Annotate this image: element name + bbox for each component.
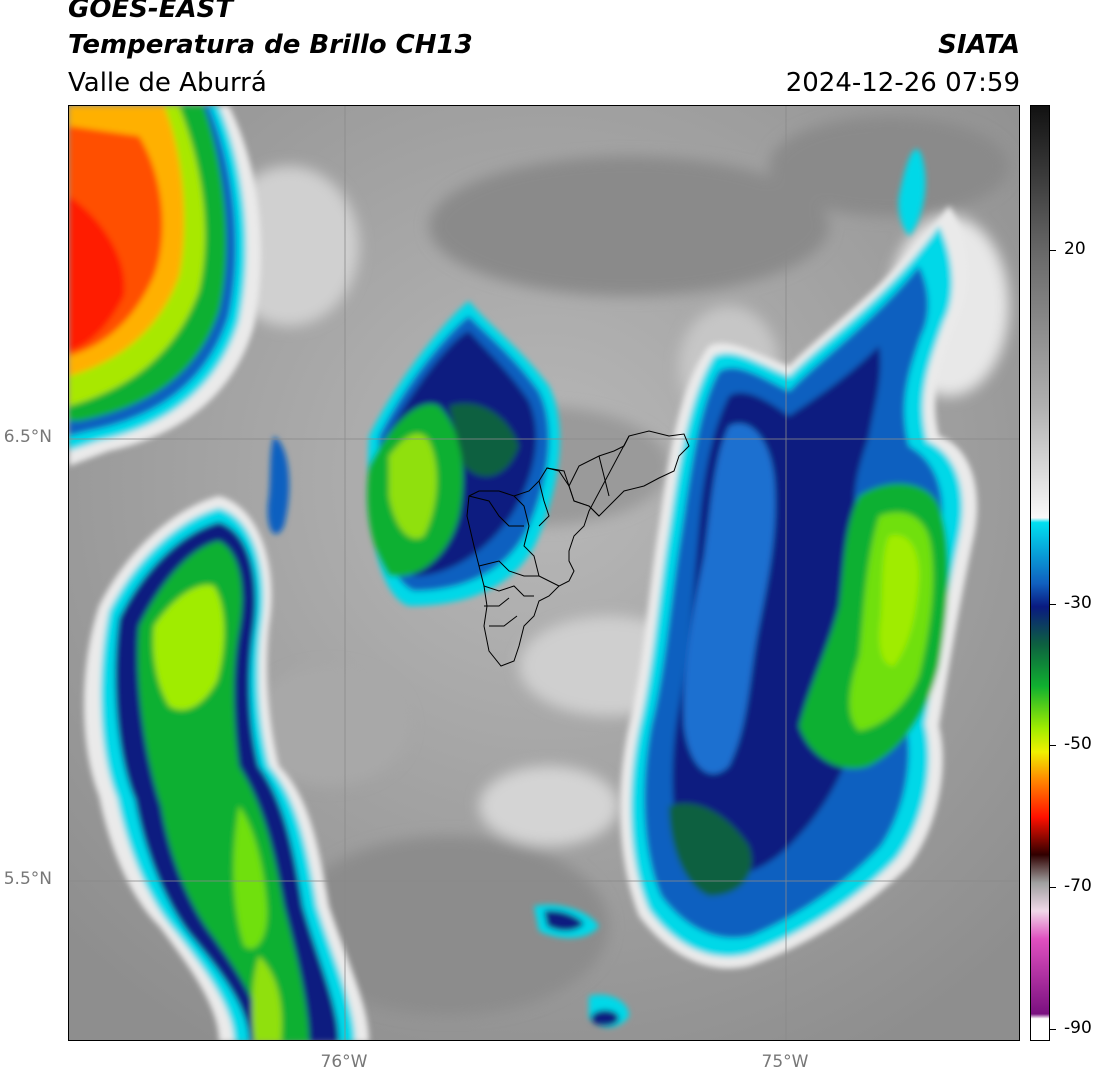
satellite-map [68,105,1020,1041]
colorbar-label-minus50: -50 [1064,734,1092,754]
colorbar-tick [1050,745,1056,746]
colorbar-label-20: 20 [1064,239,1086,259]
gridlines [69,106,1019,1040]
colorbar-label-minus90: -90 [1064,1018,1092,1038]
cloud-bottom-left [84,496,369,1040]
map-image [69,106,1019,1040]
colorbar-tick [1050,1029,1056,1030]
colorbar-gradient [1031,106,1049,1040]
cloud-top-left [69,106,261,466]
organization-label: SIATA [938,30,1020,60]
colorbar-tick [1050,250,1056,251]
colorbar [1030,105,1050,1041]
colorbar-label-minus70: -70 [1064,876,1092,896]
cloud-fragments [267,149,926,1028]
colorbar-tick [1050,604,1056,605]
satellite-title: GOES-EAST [68,0,234,24]
timestamp: 2024-12-26 07:59 [785,68,1020,98]
colorbar-tick [1050,887,1056,888]
lon-label-75w: 75°W [761,1052,809,1072]
region-label: Valle de Aburrá [68,68,267,98]
colorbar-label-minus30: -30 [1064,593,1092,613]
cloud-center [367,301,560,606]
cloud-right [620,206,978,969]
lat-label-6-5: 6.5°N [3,427,52,447]
product-title: Temperatura de Brillo CH13 [68,30,473,60]
lat-label-5-5: 5.5°N [3,869,52,889]
municipal-boundaries [466,430,690,667]
lon-label-76w: 76°W [320,1052,368,1072]
